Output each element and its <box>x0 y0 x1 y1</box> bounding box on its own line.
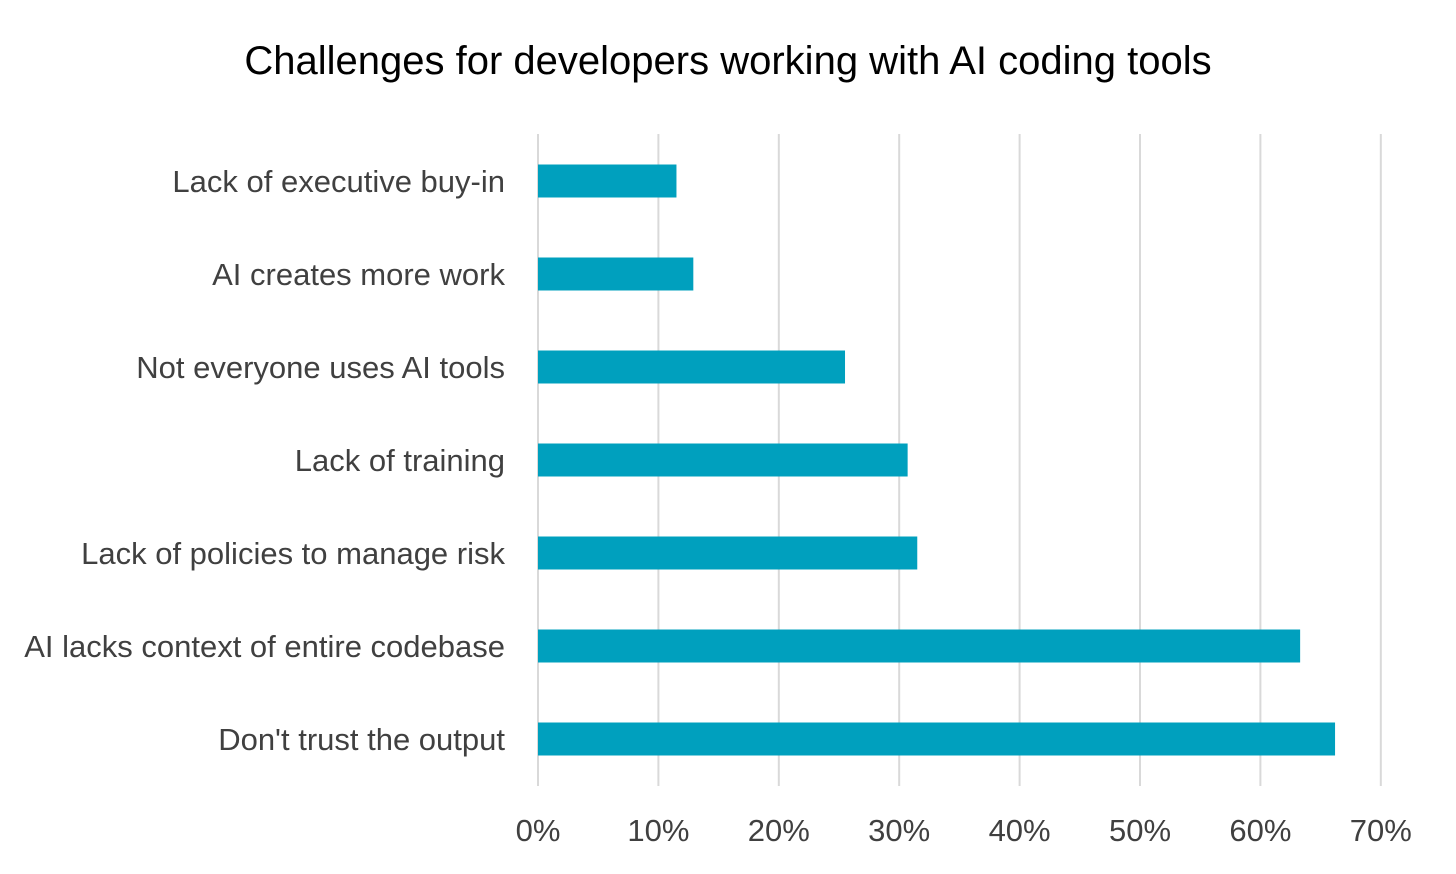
x-tick-label: 70% <box>1350 813 1412 848</box>
bar <box>538 629 1301 663</box>
category-label: Lack of training <box>295 443 505 478</box>
chart-title: Challenges for developers working with A… <box>244 39 1211 83</box>
x-tick-label: 0% <box>516 813 561 848</box>
bar <box>538 536 918 570</box>
bar <box>538 350 846 384</box>
category-label: Lack of executive buy-in <box>172 164 505 199</box>
bar <box>538 443 908 477</box>
category-label: AI lacks context of entire codebase <box>24 629 505 664</box>
x-tick-label: 40% <box>989 813 1051 848</box>
bars <box>538 164 1336 756</box>
category-label: AI creates more work <box>212 257 505 292</box>
bar <box>538 164 677 198</box>
x-tick-label: 30% <box>868 813 930 848</box>
category-label: Lack of policies to manage risk <box>81 536 505 571</box>
x-tick-label: 20% <box>748 813 810 848</box>
category-labels: Lack of executive buy-in AI creates more … <box>24 164 505 757</box>
category-label: Not everyone uses AI tools <box>136 350 505 385</box>
category-label: Don't trust the output <box>218 722 505 757</box>
x-tick-label: 60% <box>1229 813 1291 848</box>
x-tick-labels: 0% 10% 20% 30% 40% 50% 60% 70% <box>516 813 1412 848</box>
bar <box>538 722 1336 756</box>
x-tick-label: 50% <box>1109 813 1171 848</box>
bar <box>538 257 694 291</box>
x-tick-label: 10% <box>627 813 689 848</box>
